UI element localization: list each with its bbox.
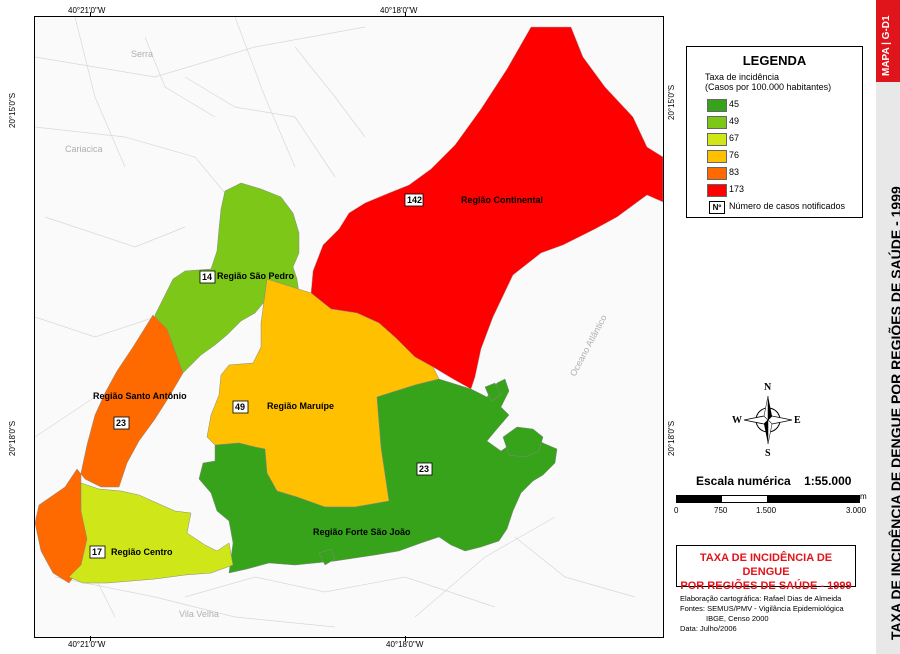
legend-swatch bbox=[707, 133, 727, 146]
scale-label: 1.500 bbox=[756, 506, 777, 515]
label-sao-pedro: Região São Pedro bbox=[217, 271, 295, 281]
legend-subtitle: Taxa de incidência (Casos por 100.000 ha… bbox=[705, 72, 832, 92]
coord-top-left: 40°21'0"W bbox=[68, 6, 106, 15]
svg-text:142: 142 bbox=[407, 195, 422, 205]
compass-n: N bbox=[764, 382, 772, 393]
background-streets bbox=[35, 17, 636, 628]
coord-left-lower: 20°18'0"S bbox=[8, 420, 17, 456]
region-sao-pedro[interactable] bbox=[154, 182, 300, 378]
vertical-title-bar: TAXA DE INCIDÊNCIA DE DENGUE POR REGIÕES… bbox=[876, 0, 900, 654]
map-title-box: TAXA DE INCIDÊNCIA DE DENGUE POR REGIÕES… bbox=[676, 545, 856, 592]
frame-tick bbox=[90, 636, 91, 641]
island-north bbox=[484, 382, 502, 402]
region-centro[interactable] bbox=[68, 482, 234, 584]
count-symbol: Nº bbox=[709, 201, 725, 214]
frame-tick bbox=[405, 636, 406, 641]
count-badge-maruipe: 49 bbox=[232, 400, 249, 414]
coord-bottom-left: 40°21'0"W bbox=[68, 640, 106, 649]
scale-label: 0 bbox=[674, 506, 679, 515]
svg-text:17: 17 bbox=[92, 547, 102, 557]
compass-s: S bbox=[765, 448, 771, 458]
frame-tick bbox=[90, 12, 91, 17]
scale-title: Escala numérica 1:55.000 bbox=[696, 474, 852, 488]
scale-unit: m bbox=[860, 492, 867, 501]
map-id-tag: MAPA | G-D1 bbox=[876, 0, 900, 82]
count-badge-continental: 142 bbox=[404, 193, 424, 207]
place-vila-velha: Vila Velha bbox=[179, 609, 219, 619]
label-santo-antonio: Região Santo Antônio bbox=[93, 391, 187, 401]
scale-label: 3.000 bbox=[846, 506, 867, 515]
coord-left-upper: 20°15'0"S bbox=[8, 92, 17, 128]
label-continental: Região Continental bbox=[461, 195, 543, 205]
compass-rose: N S E W bbox=[732, 382, 801, 458]
label-centro: Região Centro bbox=[111, 547, 173, 557]
count-badge-forte-sao-joao: 23 bbox=[416, 462, 433, 476]
region-santo-antonio[interactable] bbox=[35, 314, 184, 584]
scale-label: 750 bbox=[714, 506, 728, 515]
label-forte-sao-joao: Região Forte São João bbox=[313, 527, 411, 537]
coord-right-lower: 20°18'0"S bbox=[667, 420, 676, 456]
count-badge-santo-antonio: 23 bbox=[113, 416, 130, 430]
region-forte-sao-joao[interactable] bbox=[198, 378, 558, 574]
count-symbol-label: Número de casos notificados bbox=[729, 201, 846, 211]
place-serra: Serra bbox=[131, 49, 153, 59]
svg-text:49: 49 bbox=[235, 402, 245, 412]
place-cariacica: Cariacica bbox=[65, 144, 103, 154]
svg-text:23: 23 bbox=[116, 418, 126, 428]
count-badge-sao-pedro: 14 bbox=[199, 270, 216, 284]
map-svg: Serra Cariacica Vila Velha Oceano Atlânt… bbox=[35, 17, 663, 628]
svg-text:14: 14 bbox=[202, 272, 212, 282]
island-small bbox=[318, 548, 336, 566]
scale-bar bbox=[676, 495, 860, 503]
count-badge-centro: 17 bbox=[89, 545, 106, 559]
legend-swatch bbox=[707, 150, 727, 163]
label-maruipe: Região Maruípe bbox=[267, 401, 334, 411]
legend-swatch bbox=[707, 116, 727, 129]
legend-swatch bbox=[707, 167, 727, 180]
coord-top-right: 40°18'0"W bbox=[380, 6, 418, 15]
compass-e: E bbox=[794, 415, 801, 426]
place-oceano: Oceano Atlântico bbox=[568, 313, 609, 378]
svg-text:23: 23 bbox=[419, 464, 429, 474]
coord-right-upper: 20°15'0"S bbox=[667, 84, 676, 120]
legend: LEGENDA Taxa de incidência (Casos por 10… bbox=[686, 46, 863, 218]
compass-w: W bbox=[732, 415, 742, 426]
island-east bbox=[502, 426, 544, 458]
coord-bottom-right: 40°18'0"W bbox=[386, 640, 424, 649]
scale-ratio: 1:55.000 bbox=[804, 474, 852, 488]
frame-tick bbox=[405, 12, 406, 17]
legend-title: LEGENDA bbox=[742, 53, 807, 68]
credits: Elaboração cartográfica: Rafael Dias de … bbox=[680, 594, 844, 633]
region-continental[interactable] bbox=[310, 26, 663, 390]
map-frame: Serra Cariacica Vila Velha Oceano Atlânt… bbox=[34, 16, 664, 638]
legend-swatch bbox=[707, 99, 727, 112]
legend-swatch bbox=[707, 184, 727, 197]
